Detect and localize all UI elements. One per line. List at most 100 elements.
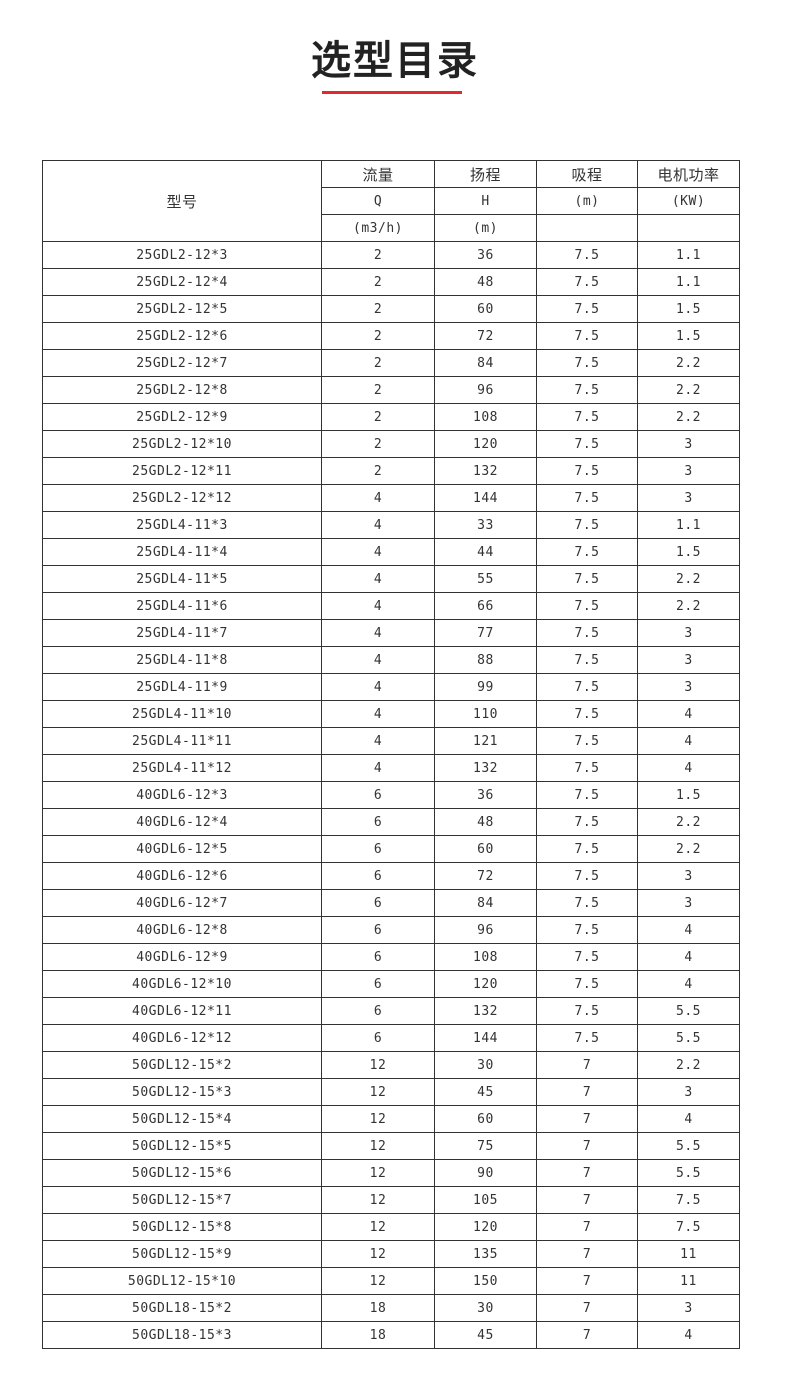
model-cell: 25GDL4-11*9 [42, 673, 322, 701]
suction-cell: 7.5 [536, 322, 638, 350]
head-cell: 132 [434, 997, 537, 1025]
suction-cell: 7.5 [536, 808, 638, 836]
model-cell: 40GDL6-12*7 [42, 889, 322, 917]
suction-cell: 7.5 [536, 241, 638, 269]
suction-cell: 7.5 [536, 916, 638, 944]
head-cell: 121 [434, 727, 537, 755]
table-row: 25GDL4-11*7 4 77 7.5 3 [42, 619, 740, 647]
model-cell: 25GDL2-12*11 [42, 457, 322, 485]
flow-cell: 18 [321, 1294, 435, 1322]
suction-cell: 7.5 [536, 781, 638, 809]
model-cell: 25GDL2-12*10 [42, 430, 322, 458]
model-cell: 25GDL4-11*10 [42, 700, 322, 728]
flow-cell: 6 [321, 889, 435, 917]
flow-cell: 4 [321, 727, 435, 755]
suction-cell: 7 [536, 1186, 638, 1214]
model-cell: 25GDL2-12*3 [42, 241, 322, 269]
flow-cell: 12 [321, 1132, 435, 1160]
power-cell: 3 [637, 457, 740, 485]
head-cell: 108 [434, 403, 537, 431]
model-cell: 50GDL12-15*5 [42, 1132, 322, 1160]
flow-cell: 6 [321, 943, 435, 971]
suction-cell: 7.5 [536, 889, 638, 917]
model-cell: 50GDL12-15*7 [42, 1186, 322, 1214]
head-cell: 135 [434, 1240, 537, 1268]
table-row: 50GDL12-15*5 12 75 7 5.5 [42, 1132, 740, 1160]
power-cell: 4 [637, 1321, 740, 1349]
flow-cell: 12 [321, 1078, 435, 1106]
model-cell: 25GDL4-11*4 [42, 538, 322, 566]
power-cell: 4 [637, 916, 740, 944]
table-row: 40GDL6-12*4 6 48 7.5 2.2 [42, 808, 740, 836]
power-cell: 1.1 [637, 268, 740, 296]
table-row: 40GDL6-12*10 6 120 7.5 4 [42, 970, 740, 998]
model-cell: 25GDL4-11*12 [42, 754, 322, 782]
model-cell: 40GDL6-12*10 [42, 970, 322, 998]
table-row: 25GDL2-12*6 2 72 7.5 1.5 [42, 322, 740, 350]
model-cell: 25GDL2-12*5 [42, 295, 322, 323]
table-row: 25GDL2-12*5 2 60 7.5 1.5 [42, 295, 740, 323]
head-cell: 72 [434, 322, 537, 350]
power-cell: 7.5 [637, 1213, 740, 1241]
table-row: 25GDL4-11*3 4 33 7.5 1.1 [42, 511, 740, 539]
power-cell: 3 [637, 862, 740, 890]
flow-cell: 6 [321, 916, 435, 944]
flow-cell: 4 [321, 754, 435, 782]
table-row: 40GDL6-12*11 6 132 7.5 5.5 [42, 997, 740, 1025]
head-cell: 132 [434, 457, 537, 485]
model-cell: 50GDL12-15*3 [42, 1078, 322, 1106]
power-cell: 3 [637, 1078, 740, 1106]
table-row: 50GDL12-15*4 12 60 7 4 [42, 1105, 740, 1133]
power-cell: 4 [637, 970, 740, 998]
table-row: 50GDL12-15*3 12 45 7 3 [42, 1078, 740, 1106]
header-row: (m3/h) (m) [43, 214, 740, 242]
head-cell: 36 [434, 781, 537, 809]
power-cell: 2.2 [637, 565, 740, 593]
suction-cell: 7.5 [536, 619, 638, 647]
suction-cell: 7 [536, 1240, 638, 1268]
flow-cell: 4 [321, 646, 435, 674]
head-cell: 144 [434, 1024, 537, 1052]
suction-cell: 7.5 [536, 376, 638, 404]
power-cell: 2.2 [637, 1051, 740, 1079]
flow-cell: 6 [321, 781, 435, 809]
suction-cell: 7 [536, 1132, 638, 1160]
head-cell: 48 [434, 268, 537, 296]
head-cell: 120 [434, 430, 537, 458]
table-row: 50GDL18-15*2 18 30 7 3 [42, 1294, 740, 1322]
power-cell: 4 [637, 754, 740, 782]
power-cell: 3 [637, 889, 740, 917]
model-cell: 40GDL6-12*6 [42, 862, 322, 890]
model-cell: 25GDL4-11*3 [42, 511, 322, 539]
table-row: 25GDL2-12*3 2 36 7.5 1.1 [42, 241, 740, 269]
model-cell: 50GDL18-15*2 [42, 1294, 322, 1322]
flow-cell: 2 [321, 376, 435, 404]
power-cell: 1.1 [637, 241, 740, 269]
flow-cell: 4 [321, 592, 435, 620]
power-cell: 2.2 [637, 349, 740, 377]
suction-cell: 7 [536, 1321, 638, 1349]
model-cell: 40GDL6-12*12 [42, 1024, 322, 1052]
suction-cell: 7.5 [536, 268, 638, 296]
suction-cell: 7 [536, 1267, 638, 1295]
power-cell: 4 [637, 1105, 740, 1133]
flow-cell: 12 [321, 1051, 435, 1079]
page-title: 选型目录 [311, 38, 479, 84]
suction-cell: 7.5 [536, 484, 638, 512]
suction-cell: 7.5 [536, 754, 638, 782]
model-cell: 50GDL12-15*4 [42, 1105, 322, 1133]
table-row: 40GDL6-12*6 6 72 7.5 3 [42, 862, 740, 890]
suction-cell: 7.5 [536, 943, 638, 971]
suction-cell: 7.5 [536, 430, 638, 458]
header-flow: 流量 [321, 160, 435, 188]
suction-cell: 7.5 [536, 457, 638, 485]
flow-cell: 2 [321, 457, 435, 485]
head-cell: 60 [434, 835, 537, 863]
model-cell: 25GDL2-12*6 [42, 322, 322, 350]
model-cell: 50GDL12-15*2 [42, 1051, 322, 1079]
flow-cell: 2 [321, 430, 435, 458]
suction-cell: 7.5 [536, 592, 638, 620]
power-cell: 3 [637, 673, 740, 701]
suction-cell: 7.5 [536, 862, 638, 890]
table-row: 25GDL4-11*11 4 121 7.5 4 [42, 727, 740, 755]
